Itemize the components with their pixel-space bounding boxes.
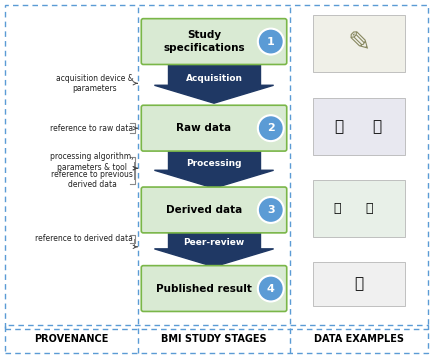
FancyBboxPatch shape (313, 98, 405, 155)
Text: Study
specifications: Study specifications (163, 30, 245, 53)
Text: reference to raw data: reference to raw data (50, 124, 133, 133)
Text: Processing: Processing (186, 159, 242, 168)
Text: 🧠: 🧠 (334, 119, 343, 134)
Text: processing algorithm,
parameters & tool: processing algorithm, parameters & tool (50, 152, 133, 171)
Bar (5, 325, 428, 353)
Text: 4: 4 (267, 284, 275, 294)
FancyBboxPatch shape (313, 15, 405, 72)
Text: Published result: Published result (156, 284, 252, 294)
Text: 🔬: 🔬 (333, 202, 341, 215)
Text: Derived data: Derived data (166, 205, 242, 215)
Text: ✎: ✎ (347, 29, 371, 57)
Text: Raw data: Raw data (177, 123, 232, 133)
Text: 2: 2 (267, 123, 275, 133)
FancyBboxPatch shape (141, 266, 287, 311)
Text: 3: 3 (267, 205, 275, 215)
Text: BMI STUDY STAGES: BMI STUDY STAGES (161, 334, 267, 344)
Text: 🧬: 🧬 (372, 119, 381, 134)
FancyBboxPatch shape (313, 180, 405, 237)
Text: DATA EXAMPLES: DATA EXAMPLES (314, 334, 404, 344)
FancyBboxPatch shape (313, 262, 405, 306)
Text: acquisition device &
parameters: acquisition device & parameters (55, 73, 133, 93)
FancyBboxPatch shape (141, 187, 287, 233)
Text: 1: 1 (267, 37, 275, 47)
Text: reference to derived data: reference to derived data (36, 234, 133, 243)
Text: reference to previous
derived data: reference to previous derived data (52, 170, 133, 189)
Circle shape (258, 197, 284, 223)
Text: Acquisition: Acquisition (185, 74, 242, 83)
Polygon shape (168, 148, 260, 170)
Text: 📄: 📄 (354, 276, 364, 291)
Polygon shape (155, 249, 274, 267)
Circle shape (258, 29, 284, 54)
Text: 📊: 📊 (365, 202, 373, 215)
Text: Peer-review: Peer-review (184, 238, 245, 247)
Circle shape (258, 115, 284, 141)
Polygon shape (155, 85, 274, 103)
Polygon shape (168, 227, 260, 249)
Polygon shape (155, 170, 274, 188)
FancyBboxPatch shape (141, 105, 287, 151)
Circle shape (258, 276, 284, 301)
FancyBboxPatch shape (141, 19, 287, 64)
Text: PROVENANCE: PROVENANCE (34, 334, 109, 344)
Polygon shape (168, 63, 260, 85)
